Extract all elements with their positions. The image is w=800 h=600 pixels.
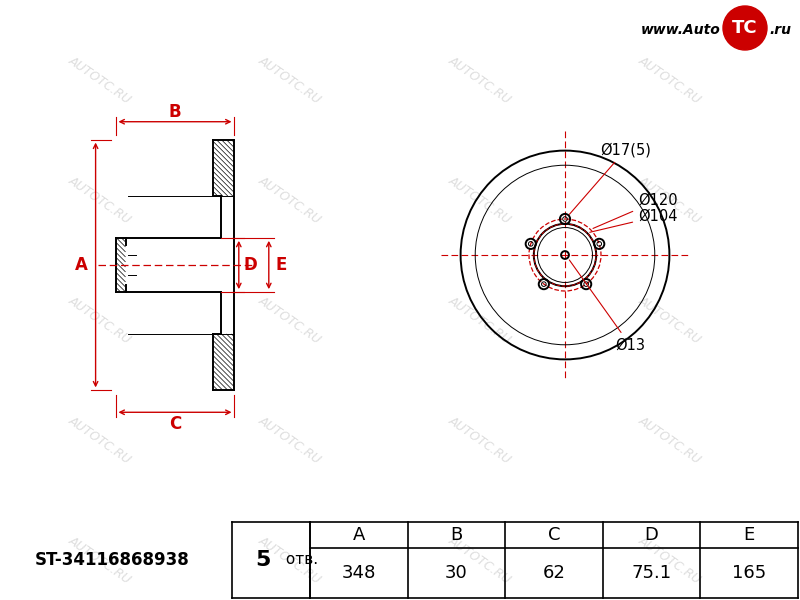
Text: отв.: отв.: [281, 553, 318, 568]
Text: D: D: [244, 256, 258, 274]
Text: AUTOTC.RU: AUTOTC.RU: [636, 173, 704, 226]
Text: B: B: [169, 103, 182, 121]
Text: 75.1: 75.1: [631, 564, 672, 582]
Text: AUTOTC.RU: AUTOTC.RU: [66, 533, 134, 586]
Text: Ø120: Ø120: [593, 193, 678, 229]
Text: AUTOTC.RU: AUTOTC.RU: [446, 53, 514, 106]
Text: 62: 62: [542, 564, 566, 582]
Text: TC: TC: [732, 19, 758, 37]
Text: www.Auto: www.Auto: [642, 23, 721, 37]
Text: ST-34116868938: ST-34116868938: [34, 551, 190, 569]
Text: A: A: [353, 526, 365, 544]
Text: AUTOTC.RU: AUTOTC.RU: [66, 53, 134, 106]
Text: AUTOTC.RU: AUTOTC.RU: [256, 293, 324, 346]
Text: AUTOTC.RU: AUTOTC.RU: [636, 413, 704, 466]
Text: AUTOTC.RU: AUTOTC.RU: [256, 53, 324, 106]
Text: Ø104: Ø104: [590, 209, 678, 232]
Text: B: B: [450, 526, 462, 544]
Text: E: E: [743, 526, 755, 544]
Text: AUTOTC.RU: AUTOTC.RU: [66, 293, 134, 346]
Text: 165: 165: [732, 564, 766, 582]
Text: 348: 348: [342, 564, 376, 582]
Text: AUTOTC.RU: AUTOTC.RU: [66, 173, 134, 226]
Text: Ø17(5): Ø17(5): [570, 142, 651, 214]
Text: AUTOTC.RU: AUTOTC.RU: [256, 533, 324, 586]
Text: AUTOTC.RU: AUTOTC.RU: [256, 413, 324, 466]
Text: A: A: [75, 256, 88, 274]
Text: AUTOTC.RU: AUTOTC.RU: [446, 413, 514, 466]
Text: .ru: .ru: [769, 23, 791, 37]
Circle shape: [723, 6, 767, 50]
Text: Ø13: Ø13: [570, 260, 645, 352]
Text: E: E: [275, 256, 286, 274]
Text: AUTOTC.RU: AUTOTC.RU: [66, 413, 134, 466]
Text: AUTOTC.RU: AUTOTC.RU: [636, 533, 704, 586]
Text: C: C: [169, 415, 181, 433]
Text: 5: 5: [255, 550, 270, 570]
Text: AUTOTC.RU: AUTOTC.RU: [446, 293, 514, 346]
Text: 30: 30: [445, 564, 468, 582]
Text: AUTOTC.RU: AUTOTC.RU: [256, 173, 324, 226]
Text: AUTOTC.RU: AUTOTC.RU: [636, 293, 704, 346]
Text: D: D: [645, 526, 658, 544]
Text: AUTOTC.RU: AUTOTC.RU: [636, 53, 704, 106]
Text: AUTOTC.RU: AUTOTC.RU: [446, 533, 514, 586]
Text: AUTOTC.RU: AUTOTC.RU: [446, 173, 514, 226]
Text: C: C: [548, 526, 560, 544]
